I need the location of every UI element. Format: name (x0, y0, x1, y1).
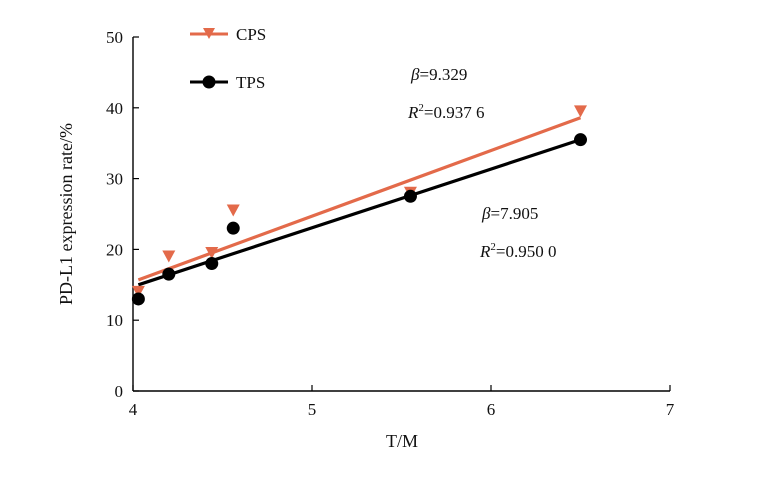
data-point-cps (574, 105, 587, 118)
legend-label-cps: CPS (236, 25, 266, 44)
r2-cps-text: R2=0.937 6 (407, 102, 484, 122)
y-tick-label: 20 (106, 240, 123, 259)
annotation-tps: β=7.905 R2=0.950 0 (479, 204, 556, 261)
annotation-cps: β=9.329 R2=0.937 6 (407, 65, 484, 122)
legend-label-tps: TPS (236, 73, 265, 92)
r2-tps-value: 0.950 0 (505, 242, 556, 261)
y-tick-label: 30 (106, 170, 123, 189)
data-point-tps (403, 189, 417, 203)
triangle-down-icon (203, 28, 215, 39)
y-tick-label: 40 (106, 99, 123, 118)
data-point-cps (131, 285, 145, 298)
beta-tps-text: β=7.905 (481, 204, 538, 223)
y-tick-label: 10 (106, 311, 123, 330)
data-points (131, 105, 587, 306)
ticks: 4 5 6 7 0 10 20 30 40 50 (106, 28, 675, 419)
data-point-tps (574, 133, 587, 147)
r2-cps-value: 0.937 6 (433, 103, 484, 122)
x-tick-label: 6 (487, 400, 496, 419)
data-point-tps (205, 257, 219, 271)
x-tick-label: 4 (129, 400, 138, 419)
legend: CPS TPS (190, 25, 266, 92)
x-tick-label: 7 (666, 400, 675, 419)
legend-item-tps: TPS (190, 73, 265, 92)
data-point-tps (162, 267, 176, 281)
beta-cps-value: 9.329 (429, 65, 467, 84)
data-point-cps (226, 204, 240, 217)
x-axis-title: T/M (386, 431, 418, 451)
data-point-cps (162, 250, 176, 263)
beta-cps-text: β=9.329 (410, 65, 467, 84)
beta-tps-value: 7.905 (500, 204, 538, 223)
data-point-tps (131, 292, 145, 306)
data-point-tps (226, 221, 240, 235)
y-tick-label: 50 (106, 28, 123, 47)
data-point-cps (205, 246, 219, 259)
axes (132, 37, 670, 392)
r2-tps-text: R2=0.950 0 (479, 241, 556, 261)
circle-icon (202, 75, 216, 89)
x-tick-label: 5 (308, 400, 317, 419)
y-axis-title: PD-L1 expression rate/% (56, 123, 76, 305)
legend-item-cps: CPS (190, 25, 266, 44)
y-tick-label: 0 (115, 382, 124, 401)
